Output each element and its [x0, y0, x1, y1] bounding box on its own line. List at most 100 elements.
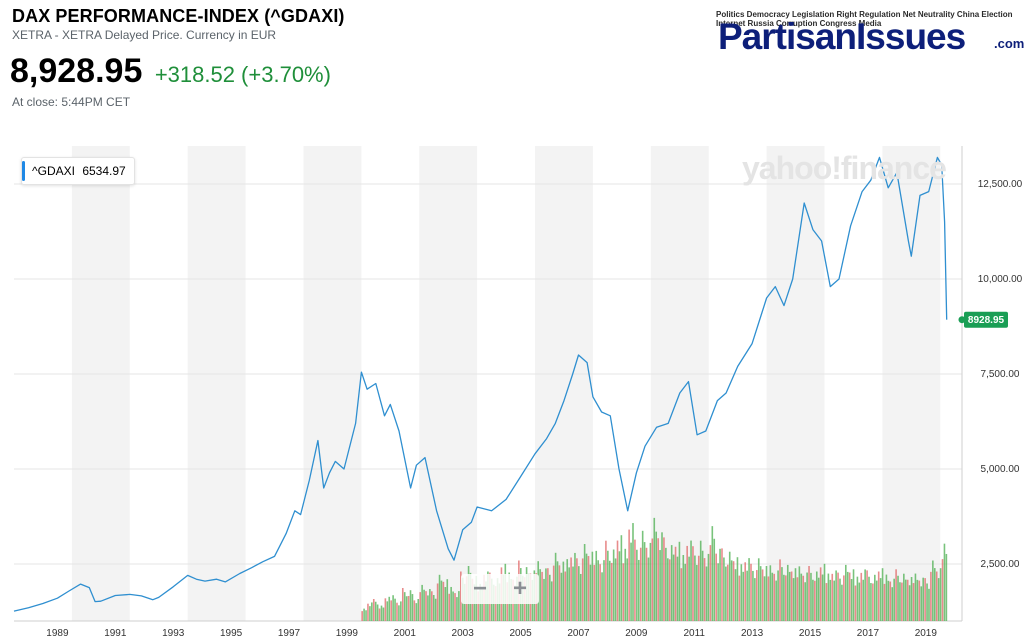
volume-bar	[937, 578, 940, 621]
volume-bar	[901, 582, 903, 621]
volume-bar	[674, 546, 677, 621]
year-band	[71, 146, 130, 621]
volume-bar	[858, 582, 861, 621]
volume-bar	[636, 549, 638, 621]
x-tick-label: 2015	[799, 628, 822, 639]
price-row: 8,928.95 +318.52 (+3.70%)	[10, 52, 331, 91]
volume-bar	[374, 601, 377, 621]
volume-bar	[926, 583, 928, 621]
zoom-in-button[interactable]: +	[512, 575, 527, 602]
last-price-box	[964, 311, 1008, 328]
x-tick-label: 2009	[625, 628, 648, 639]
volume-bar	[405, 596, 408, 621]
volume-bar	[612, 549, 615, 621]
logo-word-cloud: Politics Democracy Legislation Right Reg…	[716, 10, 1013, 28]
volume-bar	[607, 550, 609, 621]
volume-bar	[945, 553, 948, 621]
logo-suffix: .com	[994, 36, 1025, 51]
volume-bar	[877, 571, 880, 621]
last-price-marker: 8928.95	[958, 311, 1008, 328]
volume-bar	[543, 578, 545, 621]
volume-bar	[659, 550, 661, 621]
volume-bar	[481, 588, 483, 621]
volume-bar	[930, 571, 932, 621]
volume-bar	[626, 558, 628, 621]
volume-bar	[423, 589, 425, 621]
volume-bar	[810, 572, 812, 621]
volume-bar	[872, 583, 874, 621]
volume-bar	[939, 568, 942, 621]
year-band	[882, 146, 941, 621]
volume-bar	[792, 578, 795, 621]
volume-bar	[396, 602, 398, 621]
volume-bar	[566, 559, 569, 621]
volume-bar	[630, 542, 632, 621]
year-band	[535, 146, 593, 621]
current-price: 8,928.95	[10, 52, 143, 90]
volume-bar	[899, 582, 901, 621]
volume-bar	[620, 535, 623, 621]
volume-bar	[680, 568, 683, 621]
volume-bar	[558, 565, 561, 621]
x-tick-label: 1993	[162, 628, 185, 639]
volume-bar	[401, 588, 404, 621]
volume-bar	[427, 595, 429, 621]
volume-bar	[572, 566, 574, 621]
volume-bar	[920, 586, 923, 621]
volume-bar	[732, 561, 735, 621]
volume-bar	[560, 572, 563, 621]
volume-bar	[682, 555, 685, 621]
x-tick-label: 1995	[220, 628, 243, 639]
volume-bar	[585, 553, 588, 621]
volume-bar	[910, 577, 913, 621]
volume-bar	[541, 571, 543, 621]
volume-bar	[583, 544, 586, 621]
volume-bar	[448, 593, 451, 621]
volume-bar	[928, 588, 930, 621]
volume-bar	[645, 547, 648, 621]
x-tick-label: 2017	[857, 628, 880, 639]
volume-bar	[454, 593, 456, 621]
volume-bar	[744, 562, 746, 621]
volume-bar	[756, 570, 758, 621]
volume-bar	[552, 565, 555, 621]
volume-bar	[380, 605, 383, 621]
volume-bar	[875, 580, 878, 621]
volume-bar	[806, 572, 808, 621]
volume-bar	[763, 576, 766, 621]
zoom-out-button[interactable]: −	[472, 575, 487, 602]
price-series	[13, 156, 948, 612]
volume-bar	[382, 607, 385, 621]
volume-bar	[363, 608, 365, 621]
volume-bar	[667, 558, 669, 621]
volume-bar	[715, 553, 717, 621]
volume-bar	[684, 563, 687, 621]
volume-bar	[634, 539, 636, 621]
series-legend[interactable]: ^GDAXI 6534.97	[21, 157, 135, 185]
volume-bar	[672, 554, 675, 621]
volume-bar	[589, 564, 592, 621]
y-tick-label: 10,000.00	[978, 274, 1023, 285]
volume-bar	[622, 563, 625, 621]
volume-bar	[655, 531, 658, 621]
volume-bar	[394, 598, 396, 621]
volume-bar	[736, 557, 739, 621]
volume-bar	[740, 564, 743, 621]
volume-bar	[365, 610, 367, 621]
x-tick-label: 1999	[336, 628, 359, 639]
partisanissues-logo: Politics Democracy Legislation Right Reg…	[716, 10, 1030, 56]
volume-bar	[579, 573, 582, 621]
volume-bar	[726, 564, 729, 621]
volume-bar	[398, 605, 400, 621]
volume-bar	[728, 551, 731, 621]
volume-bar	[610, 562, 613, 621]
volume-bar	[912, 583, 915, 621]
volume-bar	[825, 583, 828, 621]
x-tick-label: 2011	[683, 628, 705, 639]
x-tick-label: 2003	[452, 628, 475, 639]
volume-bar	[564, 571, 567, 621]
volume-bar	[570, 557, 572, 621]
volume-bar	[748, 558, 750, 621]
x-tick-label: 2005	[509, 628, 532, 639]
